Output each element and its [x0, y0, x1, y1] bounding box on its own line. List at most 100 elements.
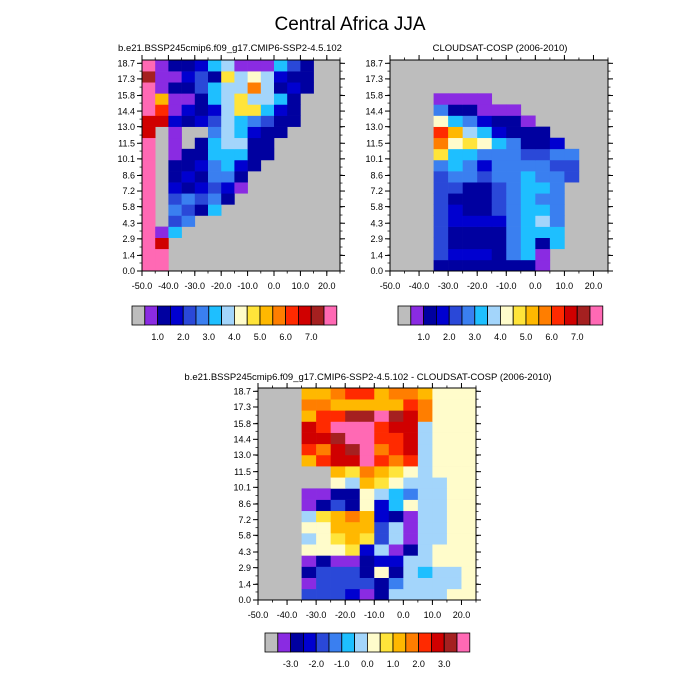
heatmap-cell — [432, 488, 448, 500]
heatmap-cell — [234, 93, 248, 105]
heatmap-cell — [274, 104, 288, 116]
heatmap-cell — [359, 555, 375, 567]
colorbar-box — [410, 305, 424, 326]
heatmap-cell — [549, 204, 565, 216]
heatmap-cell — [491, 237, 507, 250]
heatmap-cell — [221, 82, 235, 94]
heatmap-cell — [330, 388, 346, 400]
heatmap-cell — [403, 477, 419, 489]
y-tick-label: 15.8 — [365, 91, 383, 101]
heatmap-cell — [142, 60, 156, 72]
heatmap-cell — [506, 148, 522, 161]
colorbar-label: 5.0 — [254, 332, 267, 342]
heatmap-cell — [234, 71, 248, 83]
heatmap-cell — [221, 171, 235, 183]
heatmap-cell — [549, 215, 565, 227]
heatmap-cell — [301, 521, 317, 534]
heatmap-cell — [403, 466, 419, 478]
heatmap-cell — [345, 533, 361, 545]
colorbar-box — [512, 305, 527, 326]
heatmap-cell — [461, 510, 477, 523]
heatmap-cell — [491, 159, 507, 172]
heatmap-cell — [142, 171, 156, 183]
heatmap-cell — [330, 488, 346, 500]
heatmap-cell — [417, 566, 433, 578]
heatmap-cell — [142, 248, 156, 261]
heatmap-cell — [260, 148, 275, 161]
colorbar-label: 2.0 — [412, 659, 425, 669]
colorbar-label: 4.0 — [494, 332, 507, 342]
x-tick-label: -20.0 — [211, 281, 232, 291]
heatmap-cell — [477, 259, 493, 272]
heatmap-cell — [345, 399, 361, 411]
heatmap-cell — [359, 388, 375, 400]
heatmap-cell — [345, 510, 361, 523]
heatmap-cell — [168, 93, 182, 105]
heatmap-cell — [388, 544, 404, 556]
y-tick-label: 8.6 — [370, 171, 383, 181]
x-tick-label: -50.0 — [380, 281, 401, 291]
heatmap-cell — [388, 399, 404, 411]
heatmap-cell — [433, 193, 449, 205]
heatmap-cell — [417, 555, 433, 567]
heatmap-cell — [181, 60, 196, 72]
y-tick-label: 2.9 — [238, 563, 251, 573]
heatmap-cell — [301, 421, 317, 433]
heatmap-cell — [208, 126, 222, 139]
heatmap-cell — [374, 399, 390, 411]
heatmap-cell — [359, 533, 375, 545]
heatmap-cell — [142, 215, 156, 227]
heatmap-cell — [491, 226, 507, 238]
y-tick-label: 7.2 — [238, 515, 251, 525]
heatmap-cell — [520, 126, 536, 139]
heatmap-cell — [194, 182, 209, 194]
y-tick-label: 8.6 — [122, 171, 135, 181]
x-tick-label: -10.0 — [496, 281, 517, 291]
colorbar-box — [576, 305, 591, 326]
heatmap-cell — [403, 388, 419, 400]
heatmap-cell — [461, 410, 477, 422]
heatmap-cell — [535, 126, 551, 139]
heatmap-cell — [417, 477, 433, 489]
y-tick-label: 2.9 — [122, 234, 135, 244]
heatmap-cell — [330, 466, 346, 478]
heatmap-cell — [433, 204, 449, 216]
heatmap-cell — [234, 182, 248, 194]
heatmap-cell — [462, 148, 478, 161]
colorbar-box — [290, 632, 304, 653]
heatmap-cell — [477, 115, 493, 127]
heatmap-cell — [535, 159, 551, 172]
heatmap-cell — [359, 443, 375, 456]
colorbar-label: 5.0 — [520, 332, 533, 342]
heatmap-cell — [287, 60, 301, 72]
colorbar-label: 3.0 — [203, 332, 216, 342]
heatmap-cell — [301, 510, 317, 523]
heatmap-cell — [301, 533, 317, 545]
heatmap-cell — [417, 388, 433, 400]
x-tick-label: -30.0 — [438, 281, 459, 291]
heatmap-cell — [300, 82, 314, 94]
heatmap-cell — [221, 148, 235, 161]
heatmap-cell — [446, 555, 462, 567]
heatmap-cell — [461, 388, 477, 400]
heatmap-cell — [491, 115, 507, 127]
y-tick-label: 1.4 — [370, 251, 383, 261]
heatmap-cell — [417, 488, 433, 500]
y-tick-label: 17.3 — [233, 402, 251, 412]
heatmap-cell — [155, 237, 169, 250]
heatmap-cell — [403, 443, 419, 456]
heatmap-cell — [446, 521, 462, 534]
heatmap-cell — [359, 510, 375, 523]
heatmap-cell — [462, 137, 478, 150]
heatmap-cell — [208, 148, 222, 161]
heatmap-cell — [462, 159, 478, 172]
heatmap-cell — [461, 488, 477, 500]
heatmap-cell — [374, 388, 390, 400]
heatmap-cell — [506, 126, 522, 139]
heatmap-cell — [477, 204, 493, 216]
heatmap-cell — [274, 60, 288, 72]
x-tick-label: -40.0 — [158, 281, 179, 291]
heatmap-cell — [194, 71, 209, 83]
heatmap-cell — [301, 488, 317, 500]
heatmap-cell — [549, 171, 565, 183]
